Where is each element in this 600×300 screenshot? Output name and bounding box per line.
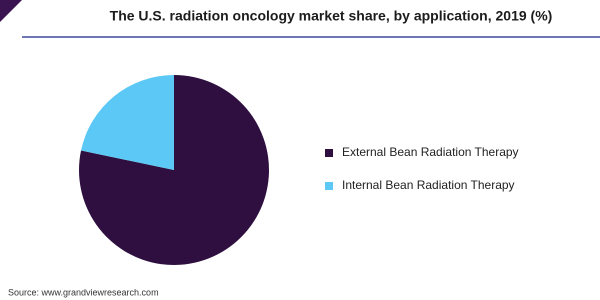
legend-label: External Bean Radiation Therapy [342,145,519,159]
pie-slice [81,75,174,170]
legend-swatch [325,182,333,190]
legend-swatch [325,149,333,157]
chart-title: The U.S. radiation oncology market share… [110,8,553,24]
source: Source: www.grandviewresearch.com [8,287,159,297]
corner-decoration [0,0,22,22]
pie-slice [78,75,269,266]
legend-label: Internal Bean Radiation Therapy [342,178,515,192]
